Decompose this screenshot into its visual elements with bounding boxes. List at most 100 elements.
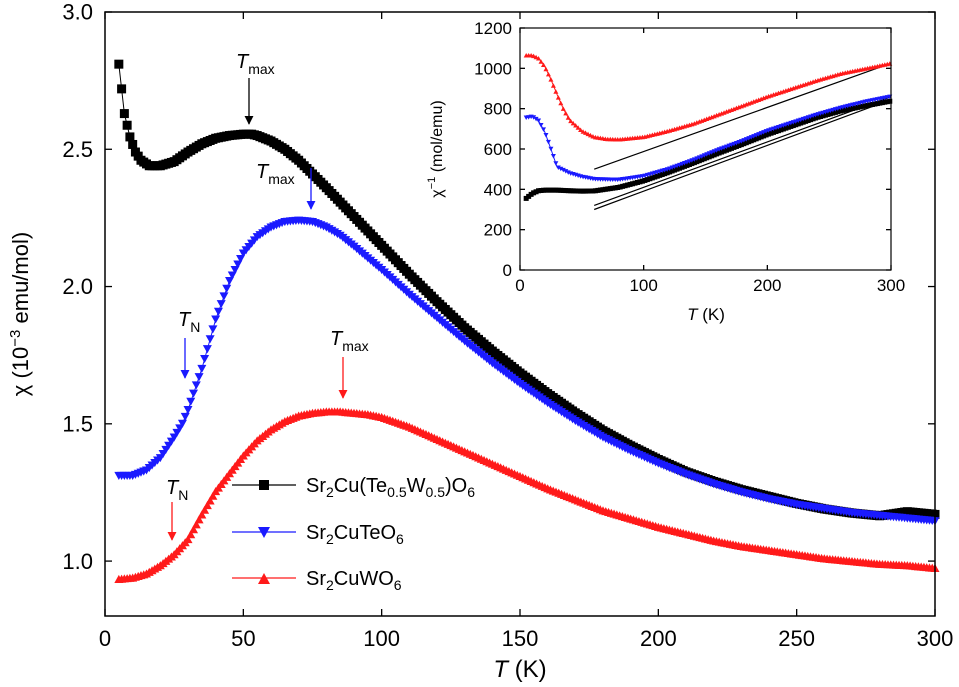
data-point (211, 315, 221, 324)
data-point (219, 292, 229, 301)
y-tick-label: 1.5 (62, 412, 93, 437)
data-point (543, 66, 549, 72)
y-tick-label: 2.5 (62, 137, 93, 162)
data-point (560, 167, 566, 173)
data-point (227, 271, 237, 280)
data-point (563, 110, 569, 116)
legend-entry-red: Sr2CuWO6 (232, 568, 402, 593)
data-point (225, 277, 234, 286)
data-point (536, 118, 542, 124)
data-point (553, 89, 559, 94)
data-point (208, 325, 218, 334)
data-point (177, 419, 187, 428)
data-point (553, 161, 559, 166)
svg-text:Tmax: Tmax (330, 328, 369, 354)
svg-text:Tmax: Tmax (256, 161, 295, 187)
legend-entry-blue: Sr2CuTeO6 (232, 522, 404, 547)
data-point (570, 120, 576, 126)
data-point (548, 77, 554, 82)
data-point (558, 166, 564, 172)
x-tick-label: 150 (502, 626, 539, 651)
inset-fit-line (593, 99, 892, 211)
main-axis-ticks: 0 50 100 150 200 250 300 1.0 1.5 2.0 2.5 3.0 (62, 0, 953, 651)
x-tick-label: 300 (877, 276, 905, 295)
x-tick-label: 200 (753, 276, 781, 295)
inset-axis-ticks: 0 100 200 300 0 200 400 600 800 1000 1200 (474, 19, 905, 295)
data-point (585, 131, 591, 137)
data-point (202, 501, 212, 510)
data-point (183, 406, 193, 415)
y-tick-label: 400 (484, 180, 512, 199)
data-point (213, 307, 223, 316)
data-point (583, 130, 589, 135)
y-tick-label: 3.0 (62, 0, 93, 25)
data-point (189, 525, 199, 534)
data-point (205, 496, 215, 505)
data-point (540, 127, 546, 132)
main-series-layer (114, 59, 940, 583)
data-point (536, 56, 542, 61)
data-point (222, 284, 232, 293)
svg-text:TN: TN (166, 477, 188, 503)
data-point (189, 389, 199, 398)
data-point (558, 100, 564, 106)
data-point (531, 115, 537, 120)
annotation-tn-red: TN (166, 477, 188, 541)
data-point (538, 59, 544, 64)
data-point (191, 520, 201, 529)
data-point (125, 132, 135, 142)
data-point (197, 364, 207, 373)
data-point (117, 84, 127, 94)
data-point (533, 54, 539, 60)
data-point (545, 71, 551, 77)
data-point (550, 154, 556, 159)
data-point (186, 530, 196, 539)
data-point (587, 132, 593, 138)
data-point (208, 491, 218, 500)
x-tick-label: 50 (231, 626, 255, 651)
inset-series-layer (523, 52, 893, 211)
x-tick-label: 300 (917, 626, 954, 651)
inset-y-axis-label: χ−1 (mol/emu) (426, 100, 446, 197)
data-point (114, 59, 124, 69)
data-point (216, 300, 226, 309)
annotation-tmax-black: Tmax (236, 51, 275, 125)
main-series-2 (114, 407, 940, 583)
data-point (555, 165, 561, 171)
y-tick-label: 1200 (474, 19, 512, 38)
svg-text:Tmax: Tmax (236, 51, 275, 77)
data-point (887, 98, 893, 104)
data-point (119, 109, 129, 119)
y-tick-label: 800 (484, 100, 512, 119)
svg-text:Sr2CuTeO6: Sr2CuTeO6 (306, 522, 404, 547)
data-point (565, 115, 571, 120)
main-y-axis-label: χ (10−3 emu/mol) (7, 232, 33, 396)
legend-entry-black: Sr2Cu(Te0.5W0.5)O6 (232, 475, 475, 500)
data-point (545, 139, 551, 145)
x-tick-label: 250 (778, 626, 815, 651)
inset-series-0 (523, 98, 893, 201)
data-point (555, 95, 561, 100)
x-tick-label: 0 (515, 276, 524, 295)
legend: Sr2Cu(Te0.5W0.5)O6 Sr2CuTeO6 Sr2CuWO6 (232, 475, 475, 593)
inset-fit-line (593, 62, 892, 170)
data-point (575, 125, 581, 130)
data-point (540, 62, 546, 67)
data-point (563, 169, 569, 174)
main-x-axis-label: T (K) (493, 656, 546, 683)
data-point (122, 120, 132, 130)
data-point (233, 260, 243, 269)
data-point (194, 373, 204, 382)
data-point (533, 116, 539, 122)
data-point (180, 412, 190, 422)
data-point (191, 381, 201, 390)
data-point (531, 53, 537, 59)
data-point (194, 515, 204, 524)
x-tick-label: 200 (640, 626, 677, 651)
data-point (573, 123, 579, 128)
data-point (560, 106, 566, 111)
annotation-tn-blue: TN (178, 309, 200, 379)
svg-text:TN: TN (178, 309, 200, 335)
